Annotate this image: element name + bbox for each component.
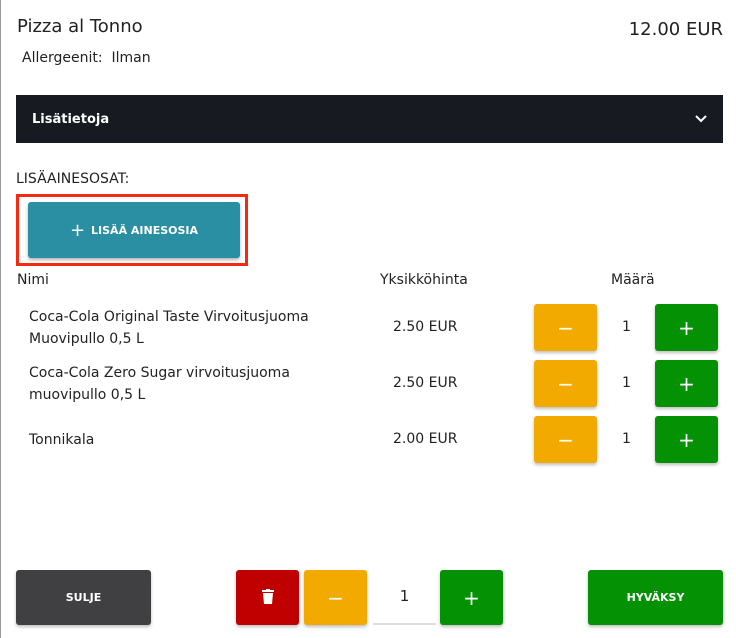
row-qty: 1 [622, 375, 631, 391]
column-header-unit-price: Yksikköhinta [380, 272, 468, 288]
highlight-box [16, 194, 248, 266]
trash-icon [261, 588, 274, 607]
product-title: Pizza al Tonno [17, 16, 143, 37]
close-button[interactable]: SULJE [16, 570, 151, 625]
row-name: Coca-Cola Original Taste Virvoitusjuoma … [29, 309, 309, 347]
row-qty: 1 [622, 431, 631, 447]
increase-button[interactable]: + [655, 416, 718, 463]
decrease-button[interactable]: − [534, 416, 597, 463]
panel-border [0, 0, 1, 638]
accept-button[interactable]: HYVÄKSY [588, 570, 723, 625]
allergens: Allergeenit: Ilman [22, 50, 151, 66]
row-price: 2.00 EUR [393, 431, 458, 447]
allergens-value: Ilman [111, 50, 151, 66]
plus-icon: + [69, 219, 86, 241]
chevron-down-icon [695, 112, 707, 127]
column-header-quantity: Määrä [611, 272, 655, 288]
decrease-button[interactable]: − [534, 360, 597, 407]
add-ingredients-label: LISÄÄ AINESOSIA [91, 223, 199, 237]
increase-button[interactable]: + [655, 304, 718, 351]
quantity-input[interactable]: 1 [373, 570, 436, 625]
row-qty: 1 [622, 319, 631, 335]
row-name: Coca-Cola Zero Sugar virvoitusjuoma muov… [29, 365, 290, 403]
row-price: 2.50 EUR [393, 375, 458, 391]
increase-button[interactable]: + [655, 360, 718, 407]
increase-quantity-button[interactable]: + [440, 570, 503, 625]
row-price: 2.50 EUR [393, 319, 458, 335]
row-name: Tonnikala [29, 432, 95, 448]
add-ingredients-button[interactable]: + LISÄÄ AINESOSIA [28, 202, 240, 258]
allergens-label: Allergeenit: [22, 50, 103, 66]
decrease-button[interactable]: − [534, 304, 597, 351]
accordion-label: Lisätietoja [32, 111, 110, 127]
column-header-name: Nimi [17, 272, 49, 288]
decrease-quantity-button[interactable]: − [304, 570, 367, 625]
delete-button[interactable] [236, 570, 299, 625]
product-price: 12.00 EUR [628, 19, 723, 40]
accordion-lisatietoja[interactable]: Lisätietoja [16, 95, 723, 143]
extras-section-label: LISÄAINESOSAT: [16, 171, 130, 187]
